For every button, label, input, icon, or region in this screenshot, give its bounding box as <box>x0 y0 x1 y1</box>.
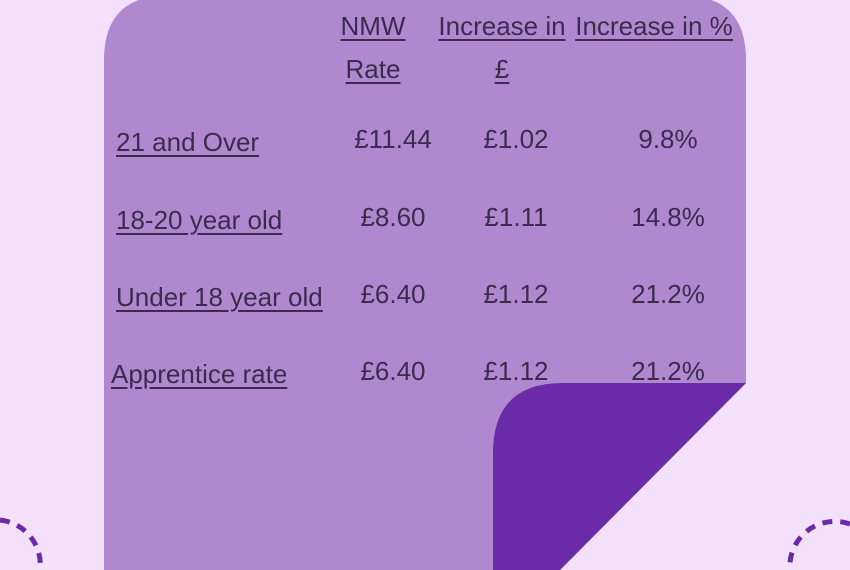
column-header: Increase in % <box>575 11 733 41</box>
dashed-circle <box>787 518 850 570</box>
cell-value: 21.2% <box>631 279 705 309</box>
cell-value: £1.12 <box>483 356 549 386</box>
cell-value: £6.40 <box>360 356 426 386</box>
cell-value: 9.8% <box>638 124 698 154</box>
cell-value: 21.2% <box>631 356 705 386</box>
row-label: 21 and Over <box>116 127 260 157</box>
cell-value: £11.44 <box>354 124 432 154</box>
row-label: 18-20 year old <box>116 205 283 235</box>
row-label: Apprentice rate <box>111 359 288 389</box>
cell-value: £8.60 <box>360 202 426 232</box>
cell-value: £1.12 <box>483 279 549 309</box>
dashed-circle <box>0 517 43 570</box>
cell-value: £1.11 <box>484 202 548 232</box>
cell-value: £1.02 <box>483 124 549 154</box>
cell-value: £6.40 <box>360 279 426 309</box>
page-curl <box>493 383 746 570</box>
column-header: NMW Rate <box>340 11 406 84</box>
cell-value: 14.8% <box>631 202 705 232</box>
row-label: Under 18 year old <box>116 282 323 312</box>
column-header: Increase in £ <box>438 11 566 84</box>
